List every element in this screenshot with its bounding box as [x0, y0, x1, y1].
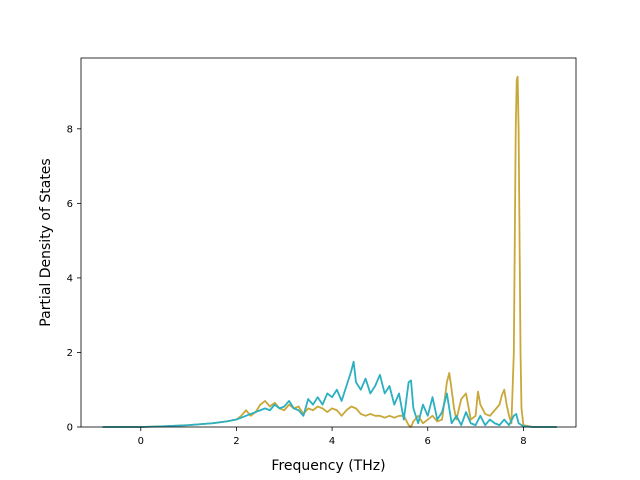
y-tick-label: 6 [67, 199, 73, 210]
y-tick-label: 4 [67, 273, 73, 284]
y-axis-title: Partial Density of States [38, 158, 54, 326]
x-tick-label: 4 [329, 436, 335, 447]
series-line-2 [102, 360, 557, 428]
y-tick-label: 8 [67, 124, 73, 135]
x-axis-ticks: 0 2 4 6 8 [138, 427, 527, 447]
x-tick-label: 6 [425, 436, 431, 447]
y-tick-label: 0 [67, 423, 73, 434]
plot-area [102, 75, 557, 428]
y-tick-label: 2 [67, 348, 73, 359]
x-tick-label: 0 [138, 436, 144, 447]
axes-frame [80, 57, 577, 428]
y-axis-ticks: 0 2 4 6 8 [67, 124, 81, 434]
series-line-1 [102, 75, 557, 428]
x-tick-label: 8 [520, 436, 526, 447]
x-tick-label: 2 [233, 436, 239, 447]
x-axis-title: Frequency (THz) [271, 458, 385, 474]
